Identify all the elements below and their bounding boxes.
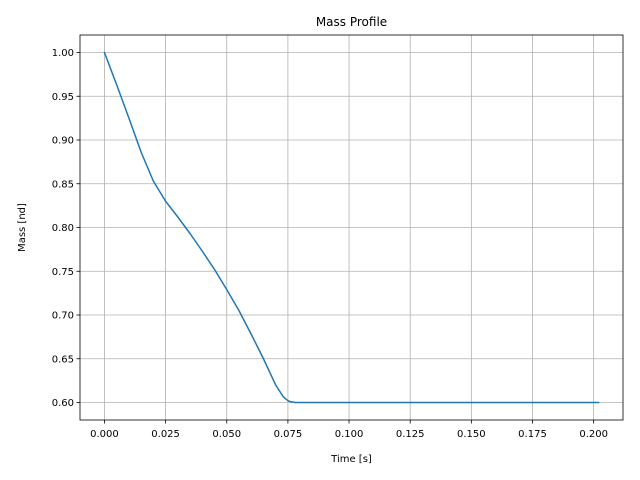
x-tick-label: 0.025 xyxy=(151,429,180,440)
y-tick-label: 0.70 xyxy=(52,311,74,322)
x-axis-label: Time [s] xyxy=(330,454,372,465)
x-tick-label: 0.100 xyxy=(335,429,364,440)
x-axis-ticks: 0.000 0.025 0.050 0.075 0.100 0.125 0.150 0.175… xyxy=(90,420,608,440)
y-tick-label: 0.75 xyxy=(52,267,74,278)
chart-title: Mass Profile xyxy=(316,15,387,29)
y-tick-label: 0.65 xyxy=(52,354,74,365)
x-tick-label: 0.175 xyxy=(518,429,547,440)
series-layer xyxy=(103,51,600,404)
x-tick-label: 0.075 xyxy=(274,429,303,440)
x-tick-label: 0.150 xyxy=(457,429,486,440)
y-tick-label: 0.85 xyxy=(52,179,74,190)
y-tick-label: 0.80 xyxy=(52,223,74,234)
grid-lines xyxy=(80,35,623,420)
y-axis-label: Mass [nd] xyxy=(17,203,28,252)
y-tick-label: 1.00 xyxy=(52,48,74,59)
x-tick-label: 0.200 xyxy=(579,429,608,440)
y-tick-label: 0.60 xyxy=(52,398,74,409)
x-tick-label: 0.000 xyxy=(90,429,119,440)
y-tick-label: 0.95 xyxy=(52,92,74,103)
x-tick-label: 0.125 xyxy=(396,429,425,440)
mass-series-line xyxy=(103,51,600,404)
y-tick-label: 0.90 xyxy=(52,136,74,147)
x-tick-label: 0.050 xyxy=(212,429,241,440)
y-axis-ticks: 0.60 0.65 0.70 0.75 0.80 0.85 0.90 0.95 1.00 xyxy=(52,48,80,409)
